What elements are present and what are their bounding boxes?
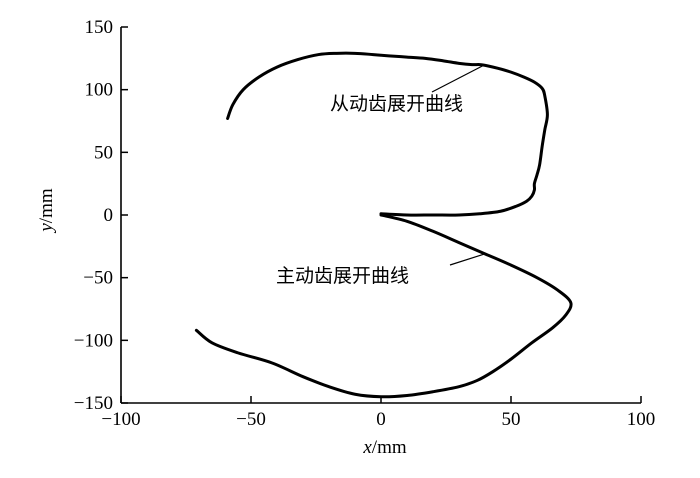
x-axis-label: x/mm	[362, 437, 406, 458]
y-tick-label: −100	[74, 330, 113, 351]
y-tick-label: −150	[74, 393, 113, 414]
y-tick-label: −50	[83, 268, 113, 289]
x-tick-label: −100	[101, 409, 140, 430]
y-axis-unit: /mm	[36, 188, 57, 223]
series-layer	[194, 51, 573, 399]
annotation-label-1: 从动齿展开曲线	[330, 93, 463, 115]
y-tick-label: 100	[85, 80, 114, 101]
y-axis-var: y	[36, 223, 57, 234]
x-axis-unit: /mm	[372, 437, 407, 458]
annotation-leader-1	[431, 64, 486, 93]
x-tick-label: 50	[502, 409, 521, 430]
annotation-leader-2	[449, 253, 486, 266]
annotation-label-2: 主动齿展开曲线	[276, 265, 409, 287]
x-axis-var: x	[362, 437, 372, 458]
series-line-1	[226, 51, 549, 217]
series-line-2	[194, 213, 573, 399]
x-tick-label: 0	[376, 409, 386, 430]
x-tick-label: −50	[236, 409, 266, 430]
x-tick-label: 100	[627, 409, 656, 430]
y-tick-label: 0	[104, 205, 114, 226]
y-tick-label: 150	[85, 17, 114, 38]
y-tick-label: 50	[94, 142, 113, 163]
y-axis-label: y/mm	[36, 188, 57, 233]
